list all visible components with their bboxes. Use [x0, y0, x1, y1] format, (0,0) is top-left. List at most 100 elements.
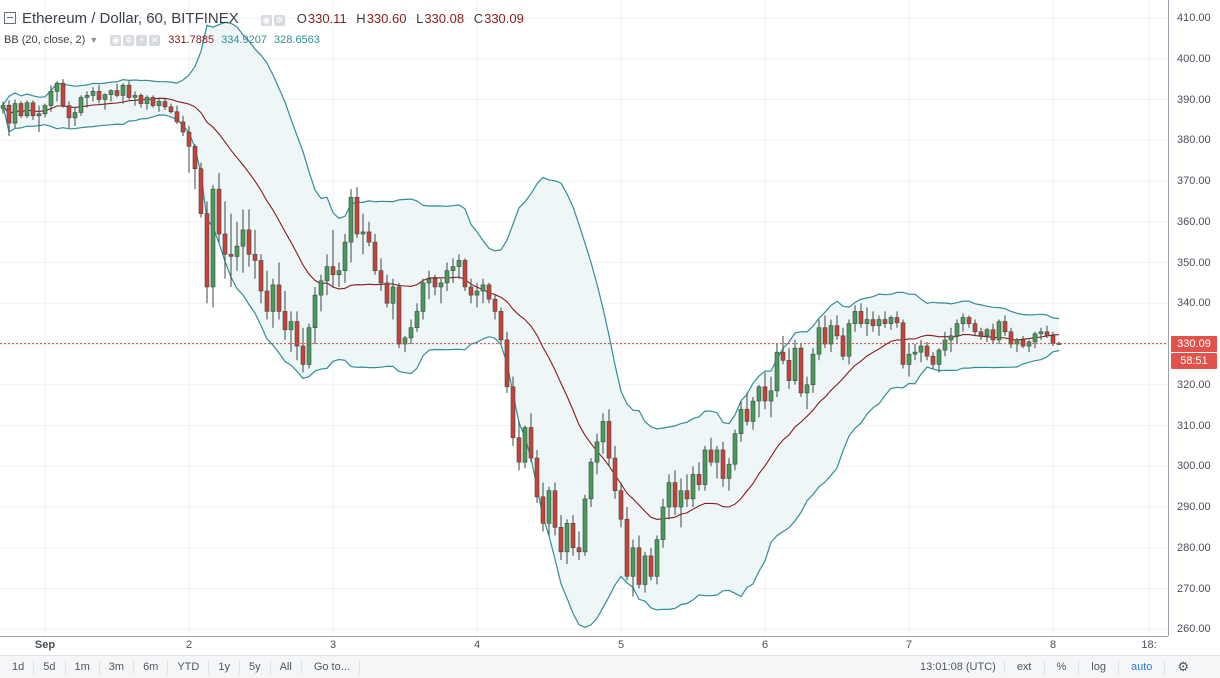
candle-body	[624, 518, 630, 577]
candle-body	[894, 317, 900, 324]
candle-body	[492, 298, 498, 312]
candle	[552, 482, 558, 536]
range-button-5d[interactable]: 5d	[34, 660, 66, 674]
candle-body	[984, 329, 990, 337]
candle	[708, 437, 714, 467]
candle	[372, 233, 378, 275]
candle	[120, 83, 126, 104]
candle-body	[696, 474, 702, 485]
range-button-1m[interactable]: 1m	[66, 660, 100, 674]
candle	[138, 93, 144, 108]
x-tick-label: 7	[905, 639, 913, 651]
open-value: 330.11	[307, 10, 347, 26]
goto-button[interactable]: Go to...	[302, 660, 360, 674]
candle-body	[648, 555, 654, 577]
candle-body	[630, 547, 636, 577]
candle-body	[1044, 331, 1050, 337]
range-button-ytd[interactable]: YTD	[168, 660, 210, 674]
range-button-6m[interactable]: 6m	[134, 660, 169, 674]
candle-body	[396, 286, 402, 345]
eye-icon[interactable]: ◉	[260, 14, 272, 26]
candle-body	[348, 197, 354, 243]
chart-area[interactable]	[0, 0, 1170, 636]
candle-body	[708, 449, 714, 463]
candle	[726, 458, 732, 491]
percent-toggle[interactable]: %	[1045, 660, 1080, 674]
candle-body	[438, 282, 444, 288]
candle-body	[456, 260, 462, 267]
candle	[516, 421, 522, 471]
gear-icon[interactable]: ✲	[273, 14, 285, 26]
candle	[762, 372, 768, 410]
candle-body	[372, 241, 378, 271]
candle	[378, 258, 384, 292]
bb-basis-line	[2, 97, 1060, 520]
candle	[462, 258, 468, 292]
chevron-down-icon[interactable]: ▼	[89, 35, 99, 45]
candle-body	[600, 421, 606, 443]
candle	[1038, 327, 1044, 340]
indicator-title[interactable]: BB (20, close, 2)	[4, 34, 86, 46]
price-chart[interactable]	[0, 0, 1170, 636]
candle-body	[240, 229, 246, 247]
candle-body	[318, 280, 324, 296]
candle	[594, 433, 600, 475]
candle	[864, 307, 870, 336]
candle-body	[1020, 339, 1026, 347]
candle	[756, 384, 762, 418]
candle-body	[768, 390, 774, 402]
gear-icon[interactable]: ⚙	[1177, 659, 1190, 674]
candle	[630, 539, 636, 597]
range-button-all[interactable]: All	[271, 660, 302, 674]
candle-body	[870, 319, 876, 326]
candle-body	[6, 104, 12, 124]
candle-body	[942, 339, 948, 351]
y-tick-label: 370.00	[1177, 175, 1211, 187]
auto-toggle[interactable]: auto	[1119, 660, 1166, 674]
candle-body	[816, 327, 822, 355]
log-toggle[interactable]: log	[1079, 660, 1119, 674]
gear-icon[interactable]: ✲	[123, 35, 135, 46]
candle-body	[18, 103, 24, 117]
range-buttons: 1d 5d 1m 3m 6m YTD 1y 5y All	[0, 660, 302, 674]
symbol-title[interactable]: Ethereum / Dollar, 60, BITFINEX	[22, 9, 239, 27]
candle-body	[486, 284, 492, 300]
close-icon[interactable]: ✕	[149, 35, 161, 46]
candle	[540, 482, 546, 532]
range-button-3m[interactable]: 3m	[100, 660, 135, 674]
candle	[108, 89, 114, 102]
candle	[126, 81, 132, 100]
candle-body	[570, 522, 576, 549]
plus-icon[interactable]: +	[136, 35, 148, 46]
utc-clock[interactable]: 13:01:08 (UTC)	[920, 661, 1005, 673]
candle	[480, 278, 486, 304]
price-axis[interactable]: 410.00 400.00 390.00 380.00 370.00 360.00 350.…	[1168, 0, 1220, 636]
candle	[1002, 315, 1008, 336]
range-button-1y[interactable]: 1y	[209, 660, 240, 674]
open-label: O	[296, 10, 307, 26]
candle-body	[1008, 331, 1014, 345]
bollinger-bands	[2, 21, 1060, 628]
collapse-legend-icon[interactable]	[4, 12, 16, 24]
candle-body	[276, 284, 282, 312]
candle-body	[858, 311, 864, 324]
candle	[390, 278, 396, 320]
ext-toggle[interactable]: ext	[1005, 660, 1045, 674]
time-axis[interactable]: Sep 2 3 4 5 6 7 8 18:	[0, 636, 1168, 655]
range-button-5y[interactable]: 5y	[240, 660, 271, 674]
candle	[774, 344, 780, 397]
eye-icon[interactable]: ◉	[110, 35, 122, 46]
candle-body	[762, 386, 768, 402]
candle	[192, 144, 198, 190]
candle-body	[864, 319, 870, 324]
candle-body	[702, 449, 708, 485]
candle-body	[156, 101, 162, 106]
candle	[810, 348, 816, 393]
candle	[162, 97, 168, 110]
candle	[426, 270, 432, 300]
candle	[984, 327, 990, 342]
range-button-1d[interactable]: 1d	[0, 660, 35, 674]
candle	[300, 327, 306, 373]
candle-body	[408, 327, 414, 339]
candle-body	[444, 270, 450, 284]
